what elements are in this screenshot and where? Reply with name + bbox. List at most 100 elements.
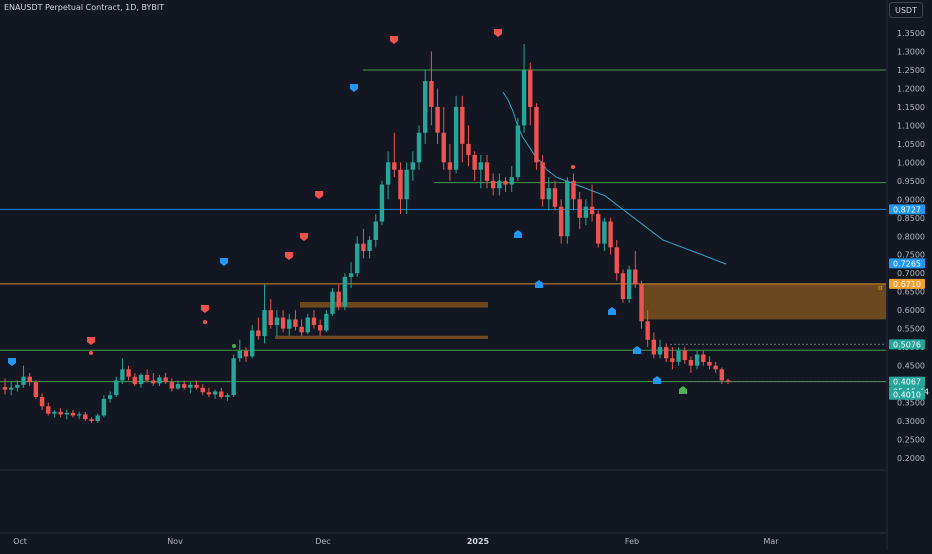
candle-body[interactable] (460, 106, 465, 144)
candle-body[interactable] (132, 376, 137, 385)
candle-body[interactable] (472, 154, 477, 170)
candle-body[interactable] (262, 310, 267, 337)
candle-body[interactable] (509, 177, 514, 185)
candle-body[interactable] (287, 319, 292, 329)
candle-body[interactable] (194, 384, 199, 388)
candle-body[interactable] (188, 384, 193, 388)
candle-body[interactable] (577, 199, 582, 218)
candle-body[interactable] (33, 382, 39, 398)
candle-body[interactable] (163, 377, 168, 383)
candle-body[interactable] (614, 247, 619, 274)
candle-body[interactable] (317, 324, 323, 331)
candle-body[interactable] (268, 310, 273, 325)
candle-body[interactable] (478, 162, 484, 170)
candle-body[interactable] (503, 180, 508, 185)
candle-body[interactable] (219, 391, 224, 398)
candle-body[interactable] (305, 317, 310, 333)
candle-body[interactable] (497, 180, 502, 189)
candle-body[interactable] (546, 188, 551, 200)
candle-body[interactable] (249, 330, 255, 357)
candle-body[interactable] (620, 273, 626, 300)
candle-body[interactable] (114, 380, 119, 396)
candle-body[interactable] (565, 180, 570, 237)
candle-body[interactable] (64, 412, 69, 415)
candle-body[interactable] (608, 221, 613, 248)
candle-body[interactable] (534, 106, 539, 163)
candle-body[interactable] (95, 415, 100, 422)
candle-body[interactable] (324, 313, 329, 331)
candle-body[interactable] (385, 162, 391, 185)
candle-body[interactable] (58, 411, 63, 415)
candle-body[interactable] (330, 291, 335, 314)
candle-body[interactable] (558, 206, 564, 237)
candle-body[interactable] (212, 391, 218, 395)
candle-body[interactable] (633, 269, 638, 285)
candle-body[interactable] (52, 411, 57, 414)
candle-body[interactable] (175, 384, 181, 389)
candle-body[interactable] (645, 321, 650, 340)
candle-body[interactable] (151, 380, 156, 384)
candle-body[interactable] (429, 81, 434, 107)
candle-body[interactable] (8, 387, 14, 390)
candle-body[interactable] (39, 397, 45, 407)
candle-body[interactable] (404, 169, 409, 200)
candle-body[interactable] (670, 358, 675, 362)
candle-body[interactable] (392, 162, 397, 170)
candle-body[interactable] (596, 214, 601, 244)
candle-body[interactable] (379, 184, 385, 222)
candle-body[interactable] (27, 376, 32, 383)
candle-body[interactable] (157, 377, 162, 384)
candle-body[interactable] (367, 239, 372, 252)
candle-body[interactable] (107, 395, 113, 399)
candle-body[interactable] (410, 162, 416, 170)
candle-body[interactable] (423, 81, 428, 133)
candle-body[interactable] (490, 180, 496, 189)
candle-body[interactable] (707, 361, 712, 366)
candle-body[interactable] (76, 414, 82, 416)
candle-body[interactable] (664, 347, 669, 359)
candle-body[interactable] (676, 350, 681, 362)
candle-body[interactable] (694, 354, 700, 366)
candle-body[interactable] (237, 350, 243, 359)
candle-body[interactable] (311, 317, 317, 325)
candle-body[interactable] (70, 412, 76, 416)
candle-body[interactable] (126, 369, 131, 377)
candle-body[interactable] (453, 106, 459, 170)
candle-body[interactable] (552, 188, 558, 207)
candle-body[interactable] (299, 326, 304, 333)
candle-body[interactable] (336, 291, 341, 307)
candle-body[interactable] (2, 387, 8, 390)
candle-body[interactable] (256, 330, 261, 337)
candle-body[interactable] (243, 350, 249, 357)
candle-body[interactable] (182, 384, 187, 388)
candle-body[interactable] (583, 206, 589, 218)
candle-body[interactable] (138, 374, 144, 385)
candle-body[interactable] (293, 319, 298, 327)
candle-body[interactable] (657, 347, 663, 355)
candle-body[interactable] (719, 369, 725, 381)
candle-body[interactable] (515, 125, 521, 178)
candle-body[interactable] (348, 273, 354, 277)
candle-body[interactable] (206, 392, 212, 395)
candle-body[interactable] (101, 398, 107, 416)
candle-body[interactable] (701, 354, 706, 362)
candle-body[interactable] (398, 169, 403, 200)
candle-body[interactable] (46, 406, 51, 414)
candle-body[interactable] (416, 132, 422, 163)
candle-body[interactable] (571, 180, 576, 200)
candle-body[interactable] (682, 350, 687, 361)
candle-body[interactable] (447, 162, 453, 170)
candle-body[interactable] (639, 284, 644, 322)
candle-body[interactable] (589, 206, 595, 215)
candle-body[interactable] (280, 317, 286, 329)
candle-body[interactable] (83, 414, 88, 420)
candle-body[interactable] (484, 162, 490, 181)
candle-body[interactable] (231, 358, 236, 396)
candle-body[interactable] (21, 376, 26, 385)
candle-body[interactable] (144, 374, 150, 381)
candle-body[interactable] (688, 360, 694, 366)
candle-body[interactable] (355, 243, 360, 274)
candle-body[interactable] (89, 419, 94, 422)
